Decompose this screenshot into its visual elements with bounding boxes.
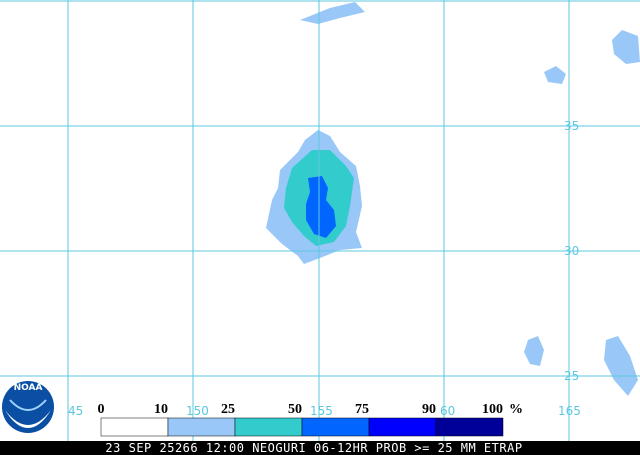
precip-area [306, 176, 336, 238]
legend-swatch [167, 417, 236, 437]
noaa-logo: NOAA [2, 381, 54, 433]
precip-area [544, 66, 566, 84]
legend-unit: % [509, 402, 523, 417]
longitude-label: 60 [440, 404, 455, 418]
legend-swatch [368, 417, 437, 437]
latitude-label: 30 [564, 244, 579, 258]
precip-area [604, 336, 638, 396]
legend: 0 10 25 50 75 90 100% [98, 402, 523, 437]
legend-swatch [435, 417, 504, 437]
legend-swatch [301, 417, 370, 437]
labels: 35 30 25 45 150 155 60 165 [68, 119, 581, 418]
legend-swatch [234, 417, 303, 437]
footer-text: 23 SEP 25266 12:00 NEOGURI 06-12HR PROB … [105, 441, 522, 455]
legend-label: 90 [422, 402, 436, 417]
legend-label: 10 [154, 402, 168, 417]
longitude-label: 155 [310, 404, 333, 418]
legend-label: 0 [98, 402, 105, 417]
logo-text: NOAA [14, 383, 43, 393]
legend-label: 50 [288, 402, 302, 417]
precip-area [300, 2, 365, 24]
legend-label: 100 [482, 402, 503, 417]
legend-swatch [100, 417, 169, 437]
longitude-label: 165 [558, 404, 581, 418]
precip-areas [266, 2, 640, 396]
graticule [0, 0, 640, 441]
precip-area [524, 336, 544, 366]
latitude-label: 25 [564, 369, 579, 383]
longitude-label: 150 [186, 404, 209, 418]
footer-bar [0, 441, 640, 455]
legend-label: 75 [355, 402, 369, 417]
latitude-label: 35 [564, 119, 579, 133]
longitude-label: 45 [68, 404, 83, 418]
precip-area [612, 30, 640, 64]
legend-label: 25 [221, 402, 235, 417]
